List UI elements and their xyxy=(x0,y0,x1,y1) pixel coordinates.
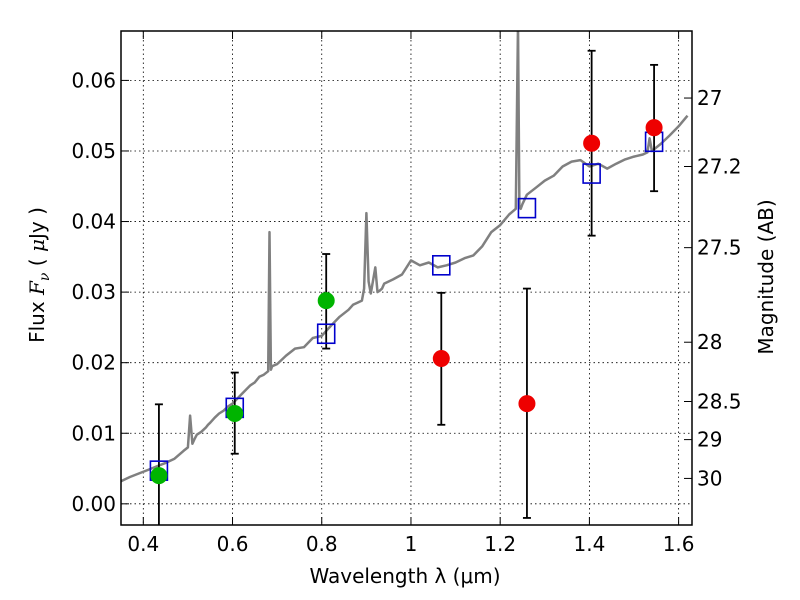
y-axis-title-unit: ( xyxy=(25,252,49,273)
y2-axis-title: Magnitude (AB) xyxy=(754,199,778,354)
red-point xyxy=(645,119,663,137)
model-point xyxy=(431,254,451,276)
green-point xyxy=(150,467,168,485)
tick-labels: 0.4 0.6 0.8 1 1.2 1.4 1.6 0.00 0.01 0.02 0.03 0.04 0… xyxy=(71,68,741,556)
y2-tick-label: 27.5 xyxy=(697,236,742,260)
red-point xyxy=(583,134,601,152)
y-tick-label: 0.03 xyxy=(71,280,116,304)
x-tick-label: 0.4 xyxy=(127,532,159,556)
y2-tick-label: 28 xyxy=(697,330,722,354)
grid-lines xyxy=(121,31,692,525)
x-axis-title: Wavelength λ (μm) xyxy=(309,564,500,588)
spectrum-series xyxy=(121,31,689,483)
plot-frame xyxy=(120,30,693,526)
y-tick-label: 0.01 xyxy=(71,421,116,445)
y2-tick-label: 27.2 xyxy=(697,154,742,178)
model-point xyxy=(517,197,537,219)
y-tick-label: 0.00 xyxy=(71,492,116,516)
x-tick-label: 1.2 xyxy=(484,532,516,556)
y2-tick-label: 30 xyxy=(697,466,722,490)
model-point xyxy=(316,323,336,345)
axis-ticks xyxy=(121,31,692,525)
y2-tick-label: 28.5 xyxy=(697,390,742,414)
y2-tick-label: 29 xyxy=(697,428,722,452)
y-tick-label: 0.06 xyxy=(71,68,116,92)
y-tick-label: 0.04 xyxy=(71,210,116,234)
model-point xyxy=(582,163,601,184)
x-tick-label: 0.6 xyxy=(217,532,249,556)
y2-tick-label: 27 xyxy=(697,86,722,110)
x-tick-label: 1 xyxy=(405,532,418,556)
y-axis-title: Flux Fν ( μJy ) xyxy=(25,207,53,343)
red-point xyxy=(432,349,450,367)
x-tick-label: 1.6 xyxy=(663,532,695,556)
y-tick-label: 0.05 xyxy=(71,139,116,163)
green-point xyxy=(226,404,244,422)
green-point xyxy=(317,292,335,310)
data-markers xyxy=(149,119,664,485)
error-bars xyxy=(154,49,659,525)
y-axis-title-subscript: ν xyxy=(37,272,53,281)
spectrum-line xyxy=(121,31,689,483)
y-tick-label: 0.02 xyxy=(71,351,116,375)
x-tick-label: 0.8 xyxy=(306,532,338,556)
red-point xyxy=(518,395,536,413)
svg-text:Flux Fν ( μJy ): Flux Fν ( μJy ) xyxy=(25,207,53,343)
y-axis-title-symbol: F xyxy=(25,280,49,296)
x-tick-label: 1.4 xyxy=(573,532,605,556)
y-axis-title-prefix: Flux xyxy=(25,295,49,343)
